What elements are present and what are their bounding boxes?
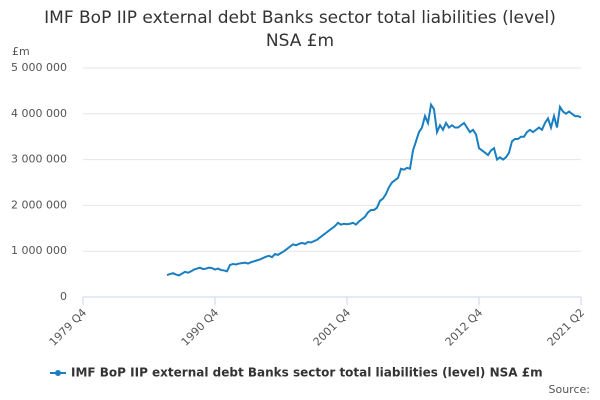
chart-title: IMF BoP IIP external debt Banks sector t… xyxy=(44,8,556,51)
data-line xyxy=(166,101,582,277)
x-tick-label: 1979 Q4 xyxy=(47,306,90,349)
source: Source: xyxy=(549,383,591,396)
y-tick-label: 2 000 000 xyxy=(11,198,67,211)
x-tick-label: 2021 Q2 xyxy=(545,306,588,349)
y-tick-label: 1 000 000 xyxy=(11,244,67,257)
y-tick-label: 3 000 000 xyxy=(11,153,67,166)
x-tick-label: 2012 Q4 xyxy=(443,306,486,349)
x-tick-label: 1990 Q4 xyxy=(179,306,222,349)
y-axis-label: £m xyxy=(12,45,30,58)
y-tick-label: 5 000 000 xyxy=(11,61,67,74)
y-tick-label: 4 000 000 xyxy=(11,107,67,120)
x-tick-label: 2001 Q4 xyxy=(311,306,354,349)
legend-label: IMF BoP IIP external debt Banks sector t… xyxy=(71,366,543,380)
y-tick-label: 0 xyxy=(60,290,67,303)
legend-marker xyxy=(55,370,61,376)
